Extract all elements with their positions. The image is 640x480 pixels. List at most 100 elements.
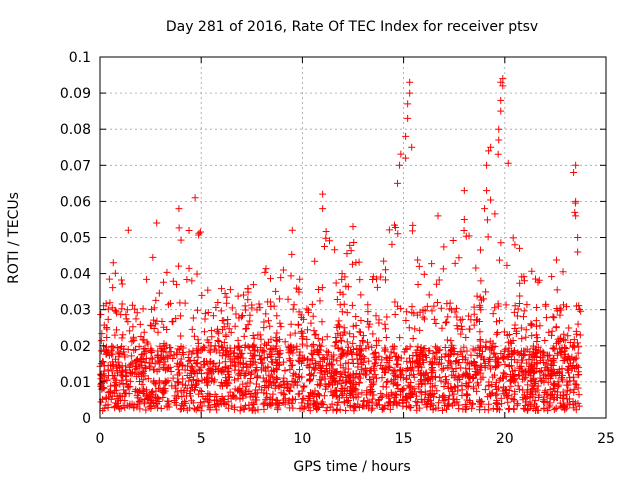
data-point bbox=[364, 301, 372, 309]
data-point bbox=[191, 194, 199, 202]
data-point bbox=[428, 307, 436, 315]
data-point bbox=[246, 311, 254, 319]
data-point bbox=[166, 344, 174, 352]
data-point bbox=[152, 320, 160, 328]
data-point bbox=[557, 334, 565, 342]
data-point bbox=[116, 363, 124, 371]
data-point bbox=[144, 393, 152, 401]
data-point bbox=[462, 232, 470, 240]
data-point bbox=[158, 318, 166, 326]
data-point bbox=[363, 338, 371, 346]
data-point bbox=[244, 379, 252, 387]
data-point bbox=[420, 270, 428, 278]
data-point bbox=[220, 317, 228, 325]
data-point bbox=[262, 396, 270, 404]
y-axis-label: ROTI / TECUs bbox=[6, 192, 22, 284]
data-point bbox=[160, 380, 168, 388]
data-point bbox=[348, 301, 356, 309]
data-point bbox=[455, 359, 463, 367]
data-point bbox=[455, 401, 463, 409]
data-point bbox=[493, 396, 501, 404]
data-point bbox=[195, 377, 203, 385]
data-point bbox=[255, 300, 263, 308]
data-point bbox=[266, 275, 274, 283]
data-point bbox=[358, 389, 366, 397]
data-point bbox=[368, 381, 376, 389]
data-point bbox=[575, 306, 583, 314]
data-point bbox=[548, 327, 556, 335]
data-point bbox=[153, 400, 161, 408]
data-point bbox=[100, 362, 108, 370]
data-point bbox=[427, 369, 435, 377]
data-point bbox=[239, 354, 247, 362]
data-point bbox=[354, 363, 362, 371]
data-point bbox=[234, 292, 242, 300]
data-point bbox=[532, 331, 540, 339]
data-point bbox=[224, 351, 232, 359]
data-point bbox=[490, 350, 498, 358]
data-point bbox=[345, 397, 353, 405]
data-point bbox=[426, 387, 434, 395]
data-point bbox=[406, 89, 414, 97]
data-point bbox=[326, 380, 334, 388]
data-point bbox=[522, 333, 530, 341]
data-point bbox=[571, 380, 579, 388]
data-point bbox=[528, 332, 536, 340]
data-point bbox=[154, 357, 162, 365]
data-point bbox=[314, 334, 322, 342]
data-point bbox=[343, 378, 351, 386]
data-point bbox=[419, 313, 427, 321]
data-point bbox=[298, 395, 306, 403]
data-point bbox=[308, 342, 316, 350]
data-point bbox=[540, 349, 548, 357]
data-point bbox=[330, 391, 338, 399]
data-point bbox=[415, 383, 423, 391]
data-point bbox=[112, 307, 120, 315]
data-point bbox=[456, 316, 464, 324]
data-point bbox=[255, 383, 263, 391]
data-point bbox=[286, 331, 294, 339]
data-point bbox=[273, 329, 281, 337]
data-point bbox=[497, 78, 505, 86]
data-point bbox=[164, 400, 172, 408]
data-point bbox=[365, 323, 373, 331]
data-point bbox=[188, 277, 196, 285]
data-point bbox=[537, 353, 545, 361]
data-point bbox=[183, 371, 191, 379]
data-point bbox=[221, 290, 229, 298]
data-point bbox=[265, 317, 273, 325]
data-point bbox=[177, 332, 185, 340]
data-point bbox=[564, 399, 572, 407]
data-point bbox=[177, 312, 185, 320]
data-point bbox=[124, 226, 132, 234]
data-point bbox=[473, 387, 481, 395]
data-point bbox=[504, 338, 512, 346]
data-point bbox=[352, 259, 360, 267]
data-point bbox=[352, 312, 360, 320]
data-point bbox=[356, 276, 364, 284]
data-point bbox=[225, 379, 233, 387]
data-point bbox=[338, 308, 346, 316]
data-point bbox=[381, 320, 389, 328]
data-point bbox=[335, 394, 343, 402]
data-point bbox=[461, 401, 469, 409]
data-point bbox=[533, 402, 541, 410]
data-point bbox=[341, 368, 349, 376]
data-point bbox=[154, 328, 162, 336]
data-point bbox=[240, 291, 248, 299]
data-point bbox=[269, 390, 277, 398]
data-point bbox=[294, 390, 302, 398]
data-point bbox=[198, 402, 206, 410]
data-point bbox=[561, 336, 569, 344]
data-point bbox=[544, 352, 552, 360]
data-point bbox=[247, 375, 255, 383]
data-point bbox=[402, 154, 410, 162]
data-point bbox=[286, 366, 294, 374]
data-point bbox=[549, 361, 557, 369]
data-point bbox=[470, 303, 478, 311]
data-point bbox=[528, 356, 536, 364]
data-point bbox=[479, 373, 487, 381]
data-point bbox=[481, 386, 489, 394]
data-point bbox=[516, 299, 524, 307]
data-point bbox=[331, 342, 339, 350]
